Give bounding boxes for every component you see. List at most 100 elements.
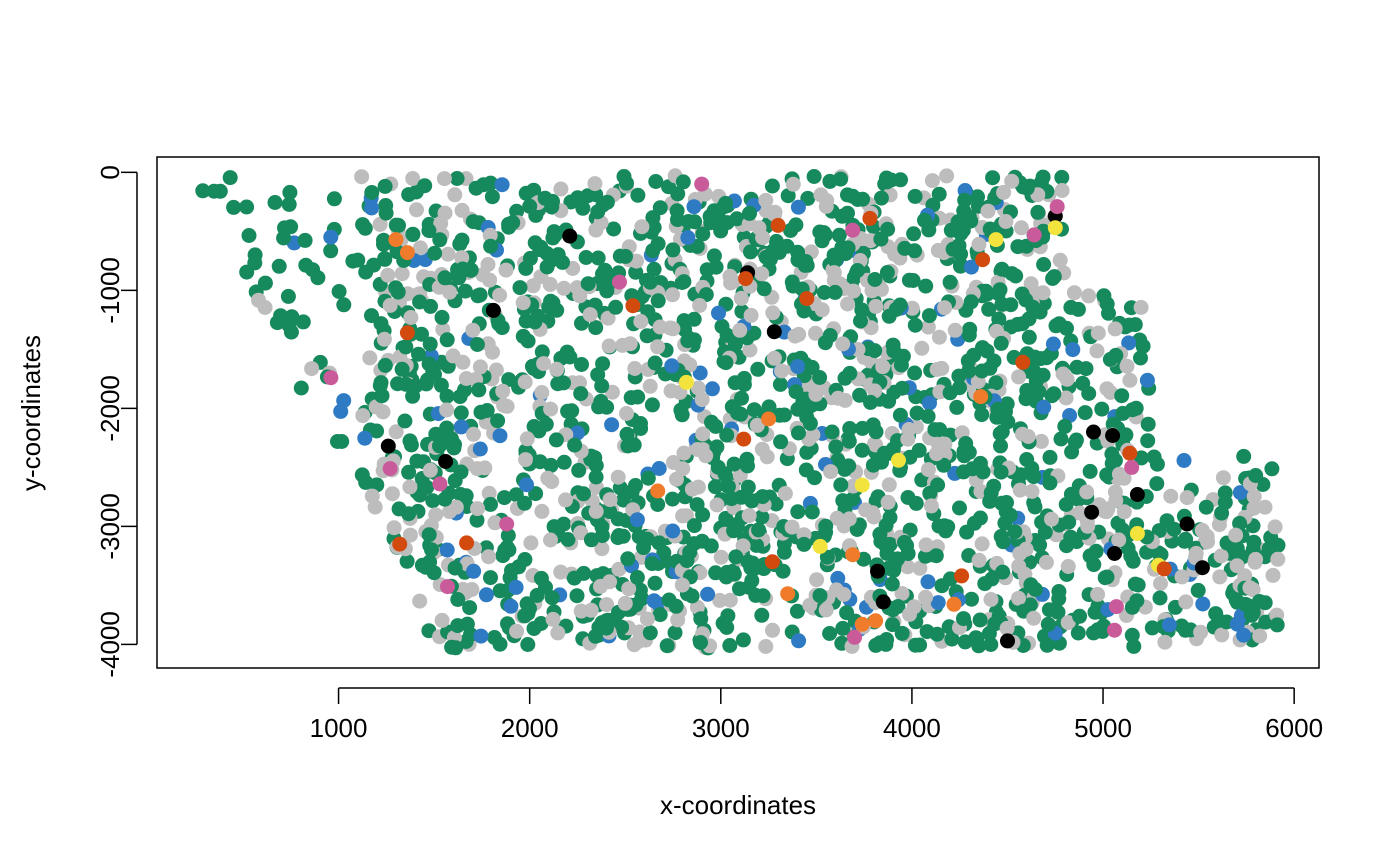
data-point	[1211, 517, 1227, 533]
data-point	[1044, 511, 1059, 527]
data-point	[972, 510, 988, 526]
data-point	[833, 477, 849, 493]
data-point	[758, 192, 774, 208]
data-point	[689, 599, 705, 615]
data-point	[1124, 627, 1140, 643]
data-point	[674, 407, 690, 423]
data-point	[534, 344, 550, 360]
data-point	[519, 596, 535, 612]
data-point	[711, 305, 726, 321]
y-tick-label: -1000	[95, 257, 125, 324]
data-point-darkorange	[736, 431, 752, 447]
data-point	[523, 535, 539, 551]
data-point	[281, 196, 297, 212]
data-point	[569, 588, 585, 604]
data-point	[1228, 527, 1244, 543]
data-point	[464, 582, 480, 597]
data-point-pink	[1108, 599, 1124, 615]
data-point-black	[875, 594, 891, 610]
data-point	[397, 413, 413, 429]
data-point	[583, 602, 599, 618]
data-point	[596, 275, 612, 290]
data-point	[728, 549, 744, 565]
data-point	[974, 407, 990, 423]
data-point	[471, 382, 487, 398]
data-point	[840, 296, 856, 312]
data-point	[942, 274, 958, 290]
data-point	[490, 413, 506, 429]
data-point	[1157, 634, 1173, 650]
data-point	[470, 288, 486, 304]
data-point	[482, 272, 498, 288]
data-point	[512, 280, 528, 296]
data-point	[355, 217, 371, 233]
data-point	[1038, 554, 1054, 570]
data-point	[980, 203, 996, 219]
data-point	[1035, 285, 1051, 301]
data-point	[582, 307, 598, 323]
data-point	[412, 240, 428, 256]
data-point	[305, 262, 321, 278]
data-point	[295, 314, 311, 330]
data-point	[809, 572, 825, 588]
data-point	[425, 493, 441, 509]
data-point	[1149, 456, 1165, 472]
data-point	[881, 308, 897, 324]
data-point	[632, 582, 648, 598]
data-point	[963, 259, 979, 275]
data-point	[872, 635, 888, 651]
data-point	[1127, 576, 1143, 592]
data-point	[390, 376, 406, 392]
data-point	[900, 559, 916, 575]
data-point	[1058, 390, 1074, 406]
data-point	[1126, 638, 1142, 654]
data-point	[611, 528, 627, 543]
data-point-darkorange	[738, 271, 754, 287]
data-point	[1027, 499, 1043, 515]
data-point	[1096, 288, 1112, 304]
data-point	[766, 350, 782, 366]
data-point-black	[1179, 516, 1195, 532]
data-point	[276, 230, 292, 246]
data-point	[902, 606, 917, 622]
data-point	[931, 186, 947, 202]
data-point	[1246, 489, 1262, 505]
data-point	[1215, 470, 1231, 486]
data-point	[247, 247, 263, 263]
data-point	[376, 236, 391, 252]
data-point	[991, 311, 1007, 327]
data-point	[618, 248, 633, 264]
data-point	[758, 639, 774, 654]
data-point	[1140, 433, 1156, 449]
data-point	[852, 387, 868, 403]
data-point	[1060, 615, 1076, 631]
data-point	[648, 174, 664, 189]
data-point	[784, 519, 800, 535]
data-point	[971, 236, 987, 252]
data-point	[636, 540, 651, 556]
data-point	[893, 172, 908, 188]
data-point	[894, 586, 910, 601]
data-point	[517, 374, 533, 390]
x-axis: 1000 2000 3000 4000 5000 6000	[310, 687, 1323, 743]
data-point	[522, 198, 538, 214]
data-point-darkorange	[764, 554, 780, 570]
data-point	[575, 200, 591, 216]
data-point	[695, 226, 711, 242]
data-point	[1012, 546, 1028, 562]
data-point	[1072, 505, 1088, 521]
data-point	[922, 395, 937, 411]
data-point	[481, 485, 497, 501]
data-point	[712, 592, 728, 608]
data-point	[1058, 497, 1074, 512]
data-point	[401, 187, 417, 203]
data-point-black	[485, 302, 501, 318]
data-point	[920, 574, 936, 590]
data-point	[841, 433, 857, 449]
data-point	[818, 602, 834, 618]
data-point	[791, 633, 807, 649]
data-point	[942, 385, 958, 401]
data-point	[499, 539, 515, 555]
data-point	[879, 174, 895, 190]
data-point-darkorange	[954, 568, 970, 584]
